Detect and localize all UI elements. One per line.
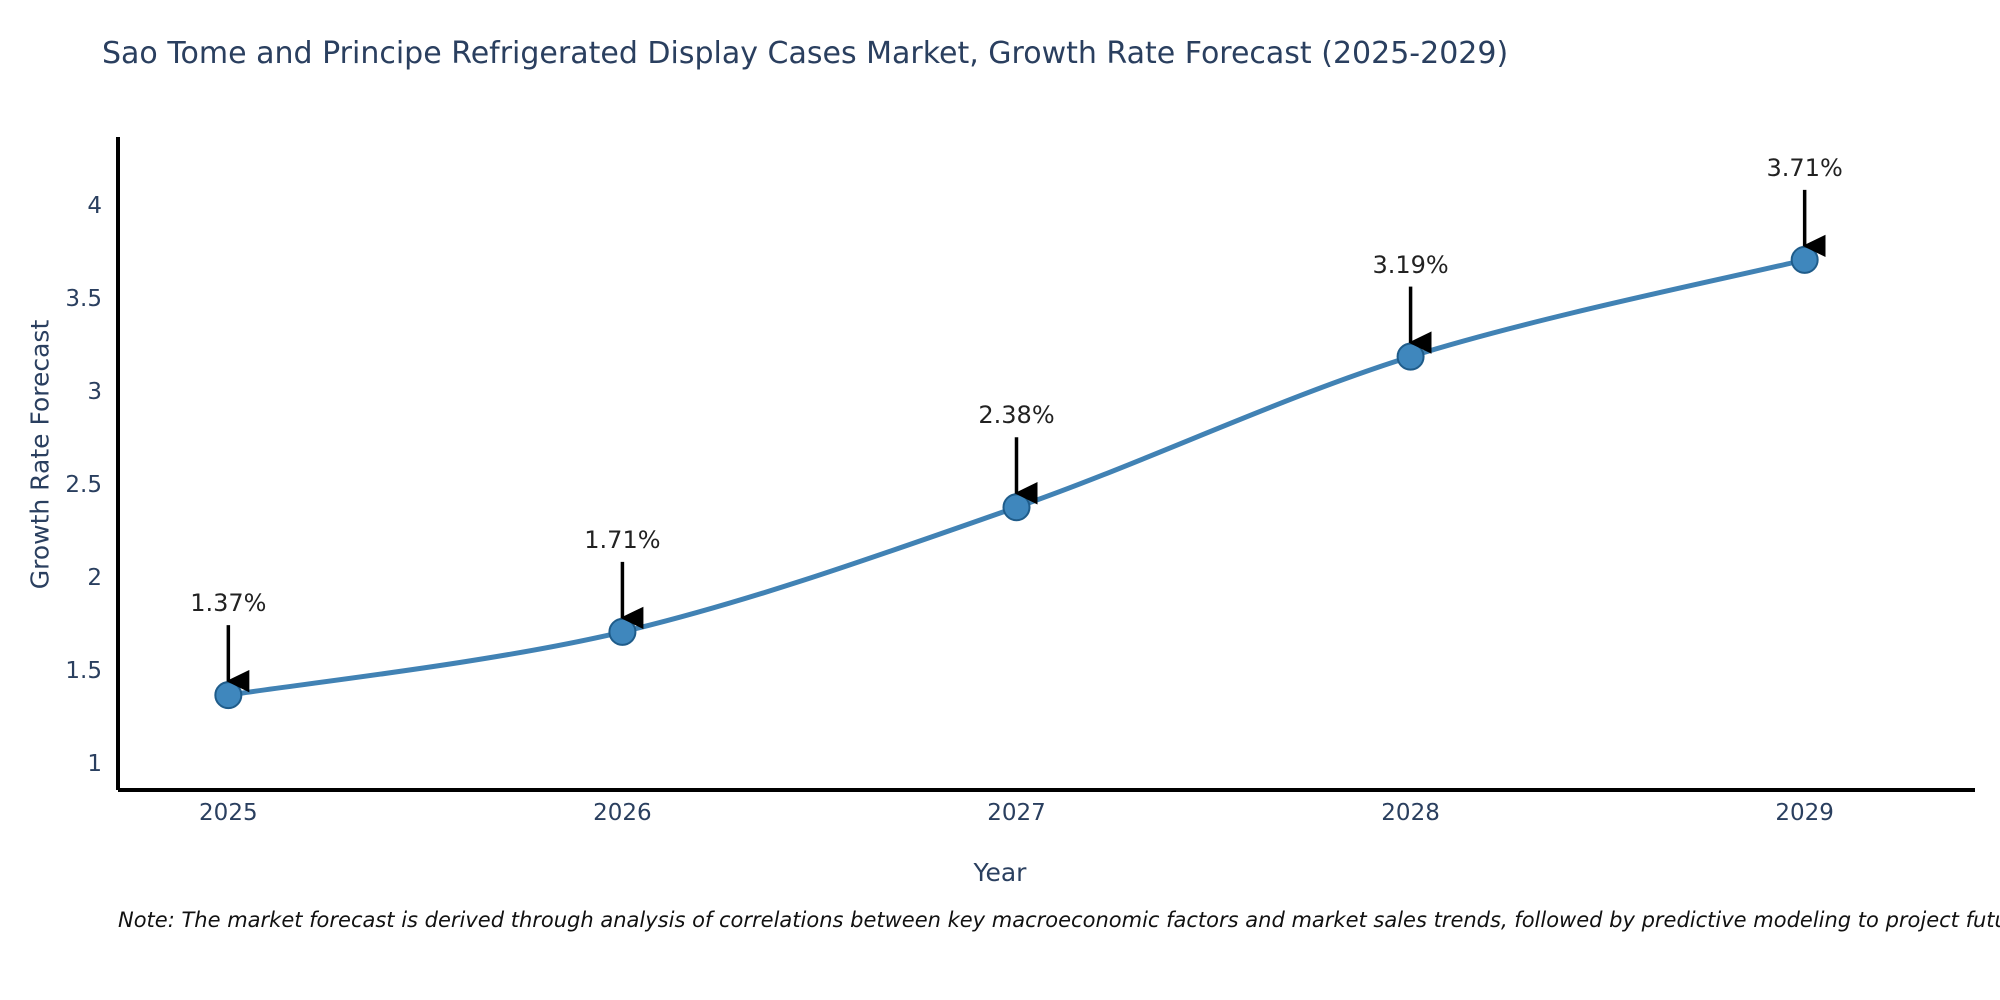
- x-axis-tick-label: 2026: [593, 800, 652, 826]
- x-axis-tick-label: 2025: [199, 800, 258, 826]
- x-axis-label: Year: [973, 858, 1027, 887]
- chart-footnote: Note: The market forecast is derived thr…: [118, 908, 2000, 932]
- x-axis-tick-label: 2027: [987, 800, 1046, 826]
- data-point-annotation: 3.19%: [1372, 250, 1449, 279]
- y-axis-tick-label: 2.5: [65, 471, 102, 498]
- x-axis-tick-label: 2028: [1381, 800, 1440, 826]
- data-point-annotation: 3.71%: [1766, 153, 1843, 182]
- x-axis-tick-label: 2029: [1775, 800, 1834, 826]
- data-point-annotation: 2.38%: [978, 401, 1055, 430]
- y-axis-tick-label: 3: [87, 378, 102, 405]
- axis-spines: [116, 137, 1975, 792]
- y-axis-tick-label: 1: [87, 750, 102, 777]
- y-axis-tick-label: 4: [87, 192, 102, 219]
- annotation-arrows: [226, 189, 1826, 693]
- y-axis-tick-label: 3.5: [65, 285, 102, 312]
- y-axis-tick-label: 2: [87, 564, 102, 591]
- data-point-annotation: 1.37%: [190, 589, 267, 618]
- chart-title: Sao Tome and Principe Refrigerated Displ…: [102, 36, 1509, 71]
- y-axis-tick-label: 1.5: [65, 657, 102, 684]
- data-point-annotation: 1.71%: [584, 525, 661, 554]
